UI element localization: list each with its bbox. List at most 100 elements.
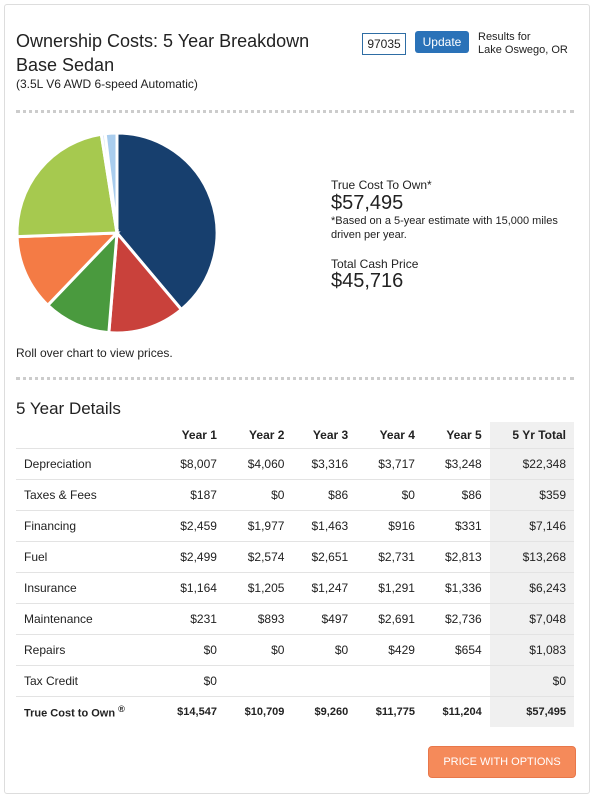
card bbox=[4, 4, 590, 794]
cell bbox=[292, 665, 357, 697]
separator bbox=[16, 110, 574, 113]
row-label: Fuel bbox=[16, 541, 158, 573]
cell: $1,247 bbox=[292, 572, 357, 604]
cash-value: $45,716 bbox=[331, 270, 404, 292]
pie-slice bbox=[15, 231, 121, 308]
row: Financing $2,459 $1,977 $1,463 $916 $331 $7,14… bbox=[16, 510, 574, 542]
cta-button[interactable]: PRICE WITH OPTIONS bbox=[428, 746, 576, 778]
cell: $0 bbox=[292, 634, 357, 666]
pie-chart bbox=[15, 131, 219, 335]
total-label: True Cost to Own ® bbox=[16, 697, 157, 728]
row-label: Depreciation bbox=[16, 448, 158, 480]
results-label: Results for bbox=[478, 31, 531, 43]
cell: $187 bbox=[157, 479, 225, 511]
row: Maintenance $231 $893 $497 $2,691 $2,736 $7,04… bbox=[16, 603, 574, 635]
total-cell: $10,709 bbox=[244, 706, 285, 718]
cell: $654 bbox=[422, 634, 490, 666]
details-title: 5 Year Details bbox=[16, 399, 121, 418]
cell: $2,459 bbox=[157, 510, 225, 542]
cell: $1,336 bbox=[422, 572, 490, 604]
cell: $916 bbox=[356, 510, 423, 542]
cell: $1,977 bbox=[224, 510, 293, 542]
note: *Based on a 5-year estimate with 15,000 … bbox=[331, 215, 558, 241]
row: Insurance $1,164 $1,205 $1,247 $1,291 $1,336 $… bbox=[16, 572, 574, 604]
cell: $331 bbox=[422, 510, 490, 542]
cell: $0 bbox=[489, 665, 574, 697]
cell: $8,007 bbox=[157, 448, 225, 480]
cell: $1,205 bbox=[224, 572, 293, 604]
location: Lake Oswego, OR bbox=[478, 44, 568, 56]
cell bbox=[356, 665, 423, 697]
cell: $0 bbox=[157, 634, 225, 666]
cell: $429 bbox=[356, 634, 423, 666]
cell: $86 bbox=[422, 479, 490, 511]
cell: $86 bbox=[292, 479, 357, 511]
cell bbox=[224, 665, 293, 697]
row-label: Tax Credit bbox=[16, 665, 158, 697]
update-button[interactable]: Update bbox=[415, 31, 469, 53]
row-label: Repairs bbox=[16, 634, 158, 666]
cell: $0 bbox=[224, 479, 293, 511]
cell: $6,243 bbox=[489, 572, 574, 604]
cell: $13,268 bbox=[489, 541, 574, 573]
separator bbox=[16, 377, 574, 380]
cell: $1,291 bbox=[356, 572, 423, 604]
total-cell: $14,547 bbox=[177, 706, 217, 718]
row: Repairs $0 $0 $0 $429 $654 $1,083 bbox=[16, 634, 574, 666]
total-label-text: True Cost to Own bbox=[24, 707, 116, 720]
cell: $4,060 bbox=[224, 448, 293, 480]
zip-input[interactable]: 97035 bbox=[362, 33, 406, 55]
header-cell: Year 2 bbox=[224, 422, 293, 449]
cash-label: Total Cash Price bbox=[331, 257, 419, 271]
cell: $0 bbox=[224, 634, 293, 666]
row: Depreciation $8,007 $4,060 $3,316 $3,717 $3,2… bbox=[16, 448, 574, 480]
cell: $497 bbox=[292, 603, 357, 635]
header-cell bbox=[16, 422, 158, 449]
tco-label: True Cost To Own* bbox=[331, 178, 432, 192]
title: Ownership Costs: 5 Year Breakdown bbox=[16, 31, 310, 51]
row: Fuel $2,499 $2,574 $2,651 $2,731 $2,813 $13,26… bbox=[16, 541, 574, 573]
pie-slice bbox=[103, 131, 119, 234]
total-cell: $9,260 bbox=[314, 706, 349, 718]
cell: $0 bbox=[157, 665, 225, 697]
total-mark: ® bbox=[118, 704, 125, 715]
subtitle: Base Sedan bbox=[16, 55, 115, 75]
header-cell: 5 Yr Total bbox=[489, 422, 574, 449]
cell: $893 bbox=[224, 603, 293, 635]
tco-value: $57,495 bbox=[331, 192, 404, 214]
cell: $7,048 bbox=[489, 603, 574, 635]
cell: $2,813 bbox=[422, 541, 490, 573]
cell: $22,348 bbox=[489, 448, 574, 480]
row-label: Financing bbox=[16, 510, 158, 542]
cell: $2,499 bbox=[157, 541, 225, 573]
total-cell: $11,204 bbox=[442, 706, 482, 718]
cell: $3,316 bbox=[292, 448, 357, 480]
cell: $231 bbox=[157, 603, 225, 635]
cell: $2,731 bbox=[356, 541, 423, 573]
cell: $3,248 bbox=[422, 448, 490, 480]
total-row: True Cost to Own ® $14,547 $10,709 $9,260 $1… bbox=[16, 696, 574, 728]
trim: (3.5L V6 AWD 6-speed Automatic) bbox=[16, 77, 198, 91]
row-label: Insurance bbox=[16, 572, 158, 604]
cell: $1,463 bbox=[292, 510, 357, 542]
pie-slice bbox=[15, 132, 119, 239]
header-cell: Year 3 bbox=[292, 422, 357, 449]
header-cell: Year 4 bbox=[356, 422, 423, 449]
cell: $1,164 bbox=[157, 572, 225, 604]
total-cell: $57,495 bbox=[489, 696, 574, 727]
row: Taxes & Fees $187 $0 $86 $0 $86 $359 bbox=[16, 479, 574, 511]
cell: $359 bbox=[489, 479, 574, 511]
hint: Roll over chart to view prices. bbox=[16, 346, 173, 360]
pie-slice bbox=[115, 131, 219, 312]
cell: $3,717 bbox=[356, 448, 423, 480]
cell: $7,146 bbox=[489, 510, 574, 542]
cell: $0 bbox=[356, 479, 423, 511]
cell: $2,651 bbox=[292, 541, 357, 573]
cell: $2,736 bbox=[422, 603, 490, 635]
row-label: Maintenance bbox=[16, 603, 158, 635]
total-cell: $11,775 bbox=[375, 706, 415, 718]
row: Tax Credit $0 $0 bbox=[16, 665, 574, 697]
